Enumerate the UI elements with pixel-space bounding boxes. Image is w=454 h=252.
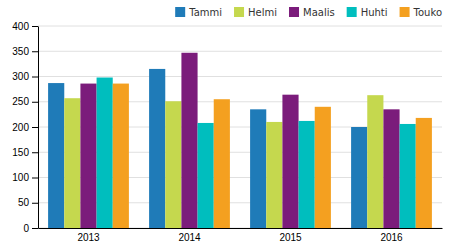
bar [416,118,432,228]
x-axis: 2013 2014 2015 2016 [39,229,443,244]
grid-line [38,26,442,27]
y-tick-label: 350 [12,46,29,57]
bar [181,53,197,228]
bar [315,107,331,228]
bar [383,109,399,228]
x-tick: 2015 [279,232,302,243]
y-tick-label: 400 [12,21,29,32]
y-tick: 350 [12,46,38,57]
bar [367,95,383,228]
y-tick: 0 [23,223,38,234]
y-tick-mark [32,102,38,103]
y-tick: 250 [12,96,38,107]
x-axis-line [39,228,443,229]
bar [64,98,80,228]
y-tick-label: 250 [12,96,29,107]
legend-swatch [289,7,299,17]
legend-swatch [347,7,357,17]
y-tick-mark [32,26,38,27]
chart: 0 50 100 150 200 250 300 350 400 2013 2014 2015 2016… [0,0,454,252]
legend-swatch [234,7,244,17]
legend-label: Huhti [361,7,388,18]
y-tick-label: 100 [12,172,29,183]
grid [38,26,442,228]
legend-label: Tammi [188,7,222,18]
y-tick: 400 [12,21,38,32]
y-axis-line [38,27,39,229]
bar-series [97,78,416,228]
legend-swatch [175,7,185,17]
legend-item: Touko [400,7,442,18]
legend-item: Huhti [347,7,388,18]
y-tick-label: 300 [12,71,29,82]
x-tick-label: 2016 [380,232,403,243]
grid-line [38,76,442,77]
x-tick: 2013 [77,232,100,243]
y-tick-label: 50 [18,197,30,208]
y-tick-mark [32,203,38,204]
y-tick-mark [32,228,38,229]
bar [97,78,113,228]
y-tick: 300 [12,71,38,82]
legend-label: Helmi [248,7,277,18]
y-tick-mark [32,51,38,52]
bar-series [113,84,432,228]
y-tick-mark [32,127,38,128]
y-tick-mark [32,77,38,78]
legend-item: Maalis [289,7,335,18]
bar [299,121,315,228]
bar-series [48,69,367,228]
legend-swatch [400,7,410,17]
bar [113,84,129,228]
x-tick-label: 2014 [178,232,201,243]
bar [282,95,298,228]
x-tick: 2014 [178,232,201,243]
bar [165,101,181,228]
bars [48,53,432,228]
bar [48,83,64,228]
bar [214,99,230,228]
bar [149,69,165,228]
bar [198,123,214,228]
bar [250,109,266,228]
y-tick: 200 [12,122,38,133]
x-tick-label: 2013 [77,232,100,243]
bar [400,124,416,228]
legend-item: Helmi [234,7,277,18]
plot: 0 50 100 150 200 250 300 350 400 2013 2014 2015 2016 [12,21,442,243]
y-tick: 150 [12,147,38,158]
y-tick-label: 150 [12,147,29,158]
legend-item: Tammi [175,7,222,18]
legend-label: Touko [413,7,442,18]
bar [266,122,282,228]
y-tick-label: 0 [23,223,29,234]
x-tick-label: 2015 [279,232,302,243]
y-tick: 100 [12,172,38,183]
y-tick-label: 200 [12,122,29,133]
y-tick: 50 [18,197,38,208]
grid-line [38,51,442,52]
x-tick: 2016 [380,232,403,243]
legend: Tammi Helmi Maalis Huhti Touko [175,7,442,18]
bar [351,127,367,228]
bar [80,84,96,228]
legend-label: Maalis [303,7,335,18]
y-tick-mark [32,152,38,153]
y-axis: 0 50 100 150 200 250 300 350 400 [12,21,38,234]
y-tick-mark [32,178,38,179]
bar-series [80,53,399,228]
